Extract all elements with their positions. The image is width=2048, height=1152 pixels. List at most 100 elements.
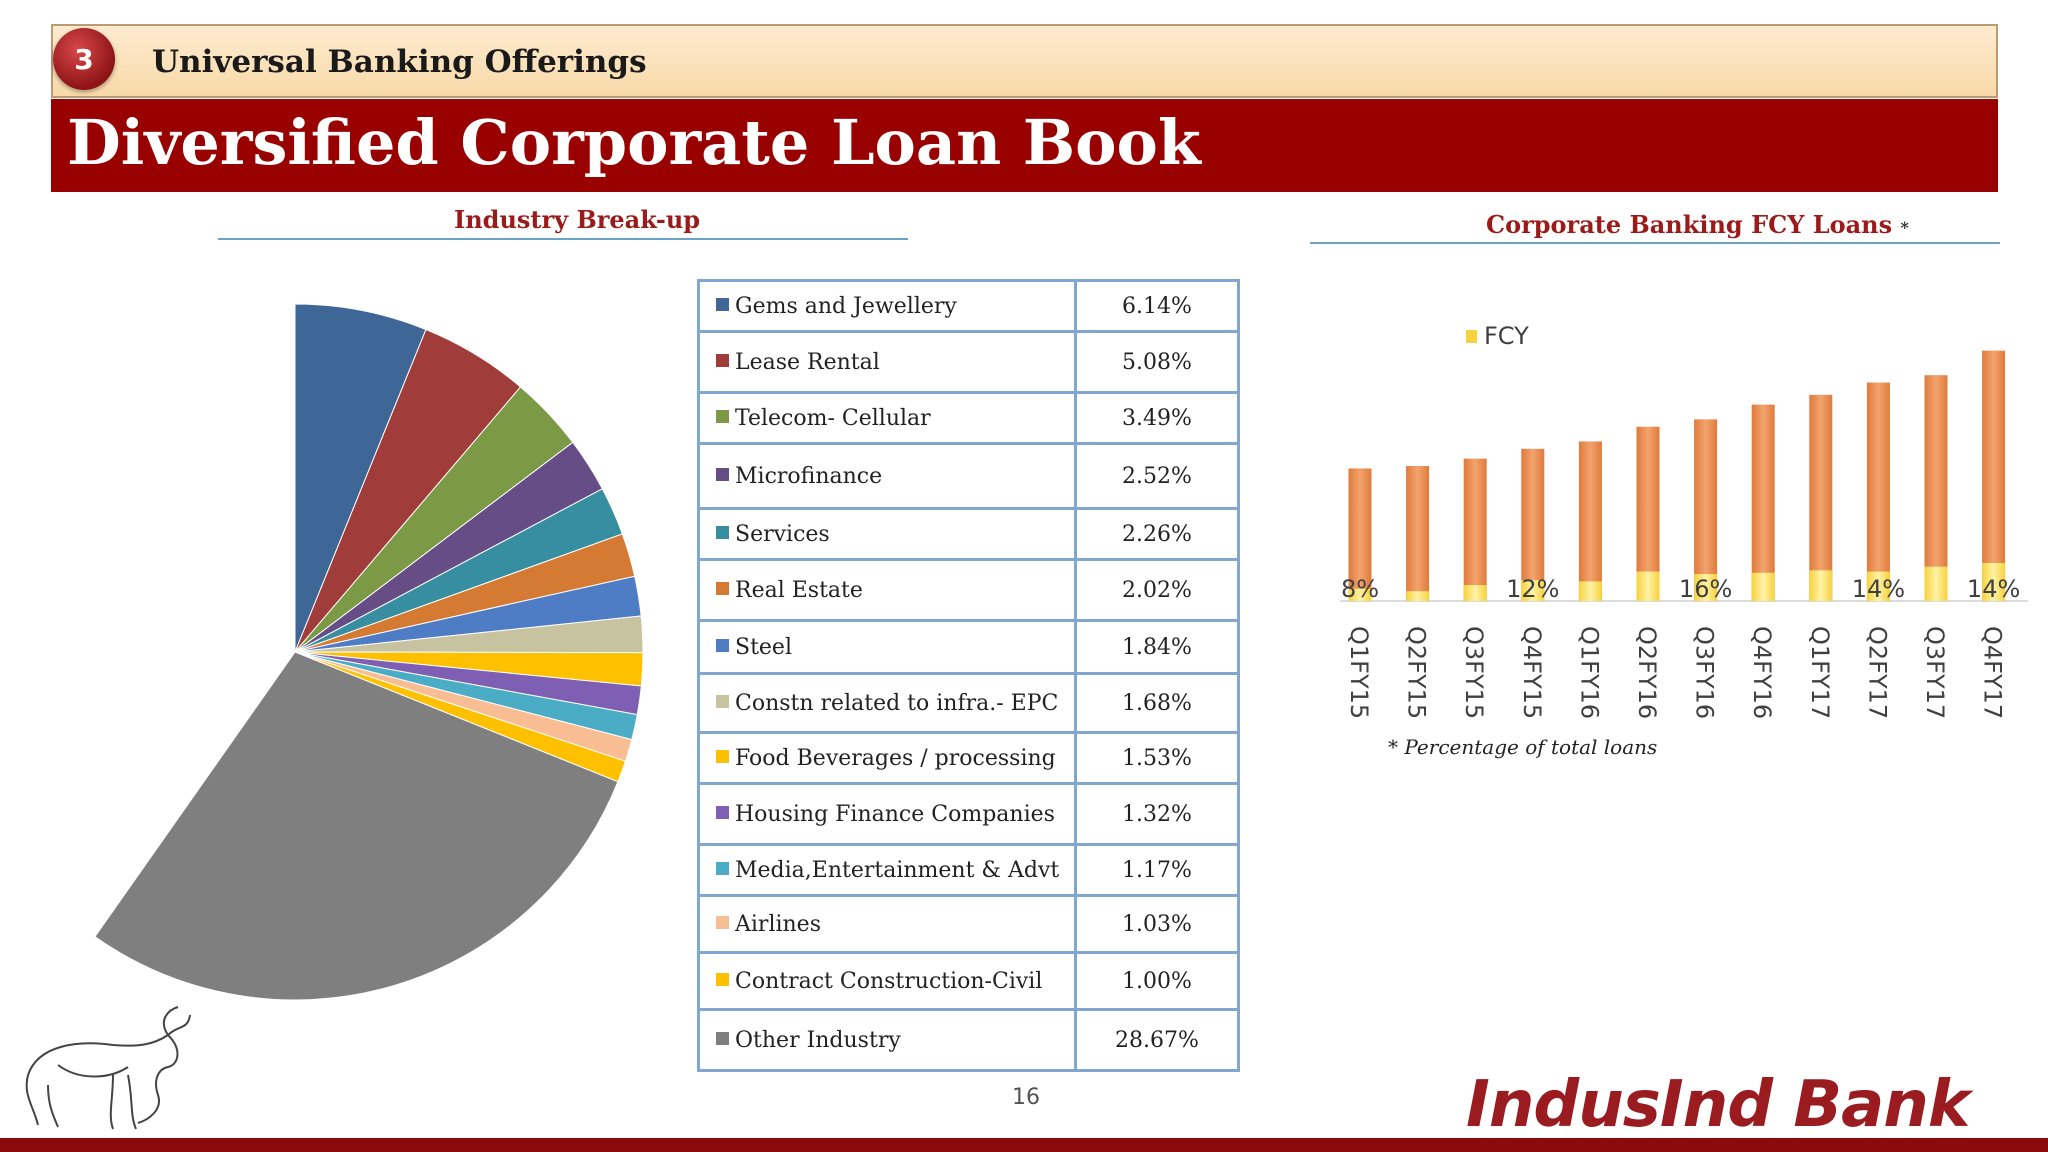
legend-label: Airlines [735, 911, 821, 937]
x-tick-label: Q4FY15 [1518, 626, 1546, 719]
legend-row: Services 2.26% [697, 507, 1240, 561]
total-bar [1866, 382, 1890, 601]
pie-slice-other-industry [94, 651, 619, 1001]
total-bar [1809, 394, 1833, 601]
legend-label-cell: Constn related to infra.- EPC [697, 672, 1077, 734]
legend-row: Media,Entertainment & Advt 1.17% [697, 843, 1240, 897]
legend-swatch [716, 862, 729, 875]
legend-label-cell: Steel [697, 619, 1077, 675]
legend-value: 1.68% [1074, 672, 1240, 734]
legend-label-cell: Services [697, 507, 1077, 561]
legend-label: Telecom- Cellular [735, 405, 931, 431]
fcy-bar [1348, 588, 1372, 601]
legend-label: Gems and Jewellery [735, 293, 957, 319]
industry-pie-chart [94, 303, 644, 1001]
legend-label: Real Estate [735, 577, 863, 603]
pie-slice-gems-and-jewellery [294, 303, 427, 653]
section-number-badge: 3 [51, 24, 117, 98]
legend-label-cell: Gems and Jewellery [697, 279, 1077, 333]
fcy-data-label: 12% [1506, 575, 1559, 603]
legend-row: Real Estate 2.02% [697, 558, 1240, 622]
legend-label: Lease Rental [735, 349, 880, 375]
legend-row: Telecom- Cellular 3.49% [697, 391, 1240, 445]
total-bar [1521, 448, 1545, 601]
legend-swatch [716, 1032, 729, 1045]
x-tick-label: Q4FY17 [1979, 626, 2007, 719]
page-title: Diversified Corporate Loan Book [67, 106, 1201, 179]
fcy-data-label: 14% [1967, 575, 2020, 603]
legend-label-fcy: FCY [1484, 322, 1529, 350]
footer-band [0, 1138, 2048, 1152]
industry-breakup-heading: Industry Break-up [454, 205, 701, 234]
legend-swatch-fcy [1466, 330, 1477, 343]
legend-swatch [716, 806, 729, 819]
legend-row: Airlines 1.03% [697, 894, 1240, 954]
legend-row: Steel 1.84% [697, 619, 1240, 675]
section-number: 3 [53, 28, 115, 90]
legend-swatch [716, 639, 729, 652]
fcy-heading-marker: * [1900, 218, 1909, 237]
x-tick-label: Q2FY16 [1633, 626, 1661, 719]
legend-value: 2.26% [1074, 507, 1240, 561]
total-bar [1982, 350, 2006, 601]
legend-label-cell: Housing Finance Companies [697, 782, 1077, 846]
fcy-heading: Corporate Banking FCY Loans * [1486, 210, 1909, 239]
fcy-bar-chart: Q1FY15 Q2FY15 Q3FY15 Q4FY15 Q1FY16 Q2FY16 Q3FY… [1340, 322, 2029, 719]
fcy-footnote: * Percentage of total loans [1388, 735, 1658, 759]
legend-label: Constn related to infra.- EPC [735, 690, 1059, 716]
total-bar [1348, 468, 1372, 601]
right-heading-rule [1310, 242, 2000, 244]
total-bar [1694, 419, 1718, 601]
legend-label: Housing Finance Companies [735, 801, 1055, 827]
fcy-bar [1866, 571, 1890, 601]
fcy-bar [1809, 570, 1833, 601]
legend-label: Other Industry [735, 1027, 901, 1053]
fcy-bar [1521, 580, 1545, 601]
legend-label: Food Beverages / processing [735, 745, 1056, 771]
fcy-bar [1982, 562, 2006, 601]
legend-label-cell: Contract Construction-Civil [697, 951, 1077, 1011]
legend-swatch [716, 695, 729, 708]
legend-row: Contract Construction-Civil 1.00% [697, 951, 1240, 1011]
legend-value: 28.67% [1074, 1008, 1240, 1072]
legend-value: 6.14% [1074, 279, 1240, 333]
legend-label-cell: Food Beverages / processing [697, 731, 1077, 785]
fcy-data-label: 16% [1679, 575, 1732, 603]
legend-row: Constn related to infra.- EPC 1.68% [697, 672, 1240, 734]
fcy-data-label: 14% [1852, 575, 1905, 603]
total-bar [1406, 466, 1430, 601]
left-heading-rule [218, 238, 908, 240]
x-tick-label: Q1FY17 [1806, 626, 1834, 719]
fcy-bar [1751, 572, 1775, 601]
x-tick-label: Q3FY15 [1460, 626, 1488, 719]
total-bar [1751, 404, 1775, 601]
legend-swatch [716, 468, 729, 481]
industry-legend-table: Gems and Jewellery 6.14% Lease Rental 5.08%… [697, 279, 1240, 1072]
legend-label-cell: Other Industry [697, 1008, 1077, 1072]
fcy-bar [1578, 581, 1602, 601]
legend-label-cell: Telecom- Cellular [697, 391, 1077, 445]
total-bar [1578, 441, 1602, 601]
legend-label: Steel [735, 634, 792, 660]
legend-swatch [716, 750, 729, 763]
x-tick-label: Q1FY16 [1575, 626, 1603, 719]
legend-swatch [716, 973, 729, 986]
total-bar [1924, 375, 1948, 601]
legend-value: 1.32% [1074, 782, 1240, 846]
legend-row: Food Beverages / processing 1.53% [697, 731, 1240, 785]
bull-logo-icon [25, 1006, 191, 1130]
brand-logo: IndusInd Bank [1466, 1068, 1970, 1142]
legend-value: 2.02% [1074, 558, 1240, 622]
fcy-bar [1694, 574, 1718, 601]
legend-label-cell: Lease Rental [697, 330, 1077, 394]
legend-swatch [716, 354, 729, 367]
legend-label-cell: Airlines [697, 894, 1077, 954]
title-bar [51, 99, 1998, 192]
total-bar [1463, 458, 1487, 601]
fcy-bar [1406, 591, 1430, 601]
x-tick-label: Q4FY16 [1748, 626, 1776, 719]
legend-label: Microfinance [735, 463, 883, 489]
legend-value: 1.03% [1074, 894, 1240, 954]
legend-value: 1.84% [1074, 619, 1240, 675]
legend-row: Gems and Jewellery 6.14% [697, 279, 1240, 333]
